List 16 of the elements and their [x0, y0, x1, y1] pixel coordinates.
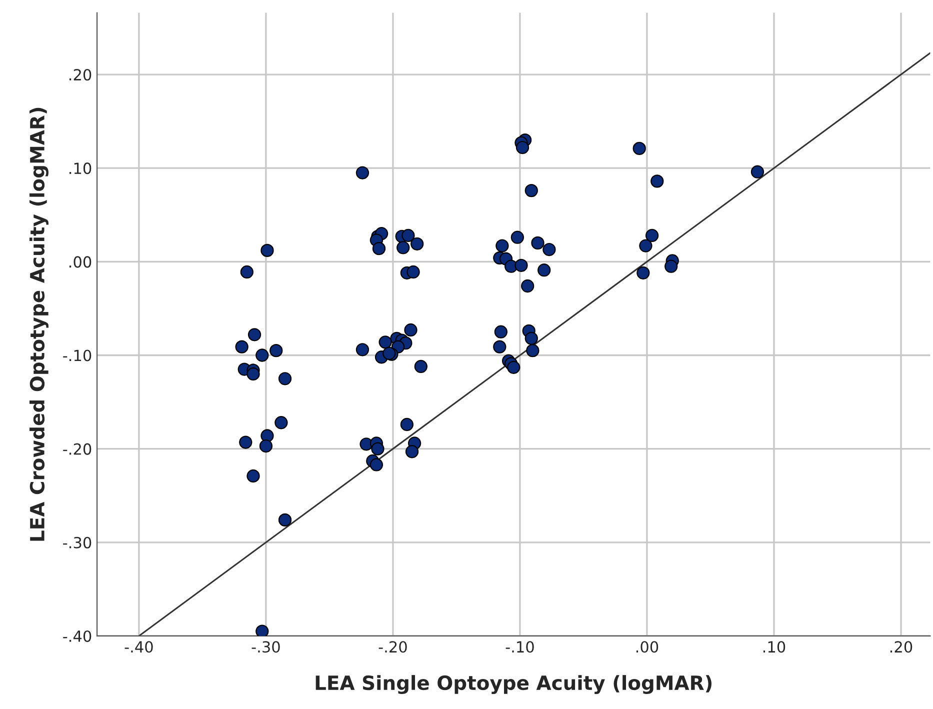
y-tick-label: -.40: [63, 630, 92, 642]
x-axis-title: LEA Single Optoype Acuity (logMAR): [316, 675, 712, 694]
x-tick-label: .00: [636, 641, 658, 653]
x-tick-label: .20: [890, 641, 912, 653]
y-tick-label: -.30: [63, 536, 92, 548]
x-tick-label: -.10: [506, 641, 534, 653]
y-tick-label: .00: [70, 256, 92, 268]
x-tick-label: -.30: [252, 641, 280, 653]
y-tick-label: .10: [70, 162, 92, 174]
x-tick-label: -.40: [124, 641, 153, 653]
y-tick-label: -.10: [63, 350, 92, 362]
x-tick-label: .10: [763, 641, 786, 653]
y-tick-label: .20: [70, 68, 92, 81]
y-tick-label: -.20: [63, 443, 92, 455]
x-tick-label: -.20: [378, 641, 407, 653]
y-axis-title: LEA Crowded Optotype Acuity (logMAR): [30, 108, 48, 541]
